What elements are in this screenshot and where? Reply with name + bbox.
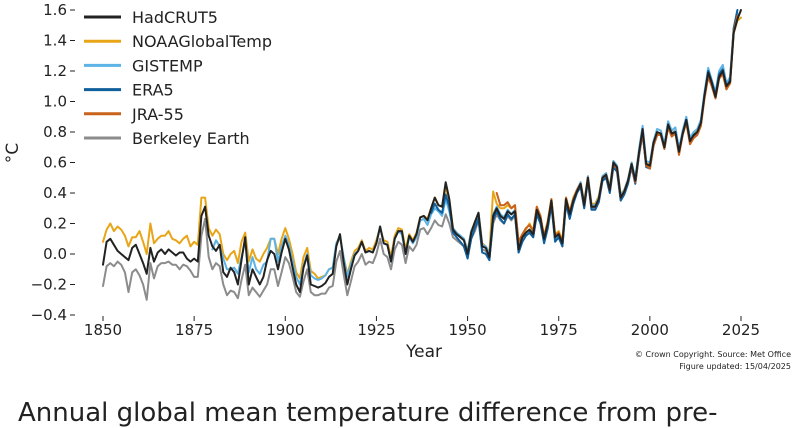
y-tick-label: 0.0	[43, 245, 67, 263]
y-tick-label: 0.8	[43, 123, 67, 141]
legend-label: HadCRUT5	[132, 8, 218, 27]
series-line-gistemp	[211, 12, 739, 286]
series-line-hadcrut5	[102, 9, 742, 294]
x-tick-label: 1850	[84, 321, 122, 339]
x-tick-label: 1900	[266, 321, 304, 339]
temperature-chart: 1850 1875 1900 1925 1950 1975 2000 2025 −0.4 −0.2…	[3, 1, 791, 371]
y-axis-label: °C	[3, 143, 23, 163]
legend-label: ERA5	[132, 81, 174, 100]
legend-label: NOAAGlobalTemp	[132, 32, 272, 51]
legend-label: JRA-55	[131, 105, 184, 124]
x-tick-label: 1875	[175, 321, 213, 339]
legend-label: Berkeley Earth	[132, 129, 250, 148]
x-tick-label: 2025	[722, 321, 760, 339]
y-tick-label: 1.6	[43, 1, 67, 19]
x-axis-label: Year	[405, 342, 442, 362]
y-tick-label: 1.2	[43, 62, 67, 80]
y-tick-label: 0.2	[43, 215, 67, 233]
figure-caption: Annual global mean temperature differenc…	[18, 398, 718, 428]
y-tick-label: 1.0	[43, 93, 67, 111]
x-tick-label: 1950	[448, 321, 486, 339]
y-tick-label: −0.4	[31, 306, 67, 324]
credit-updated: Figure updated: 15/04/2025	[679, 362, 791, 371]
series-line-jra-55	[495, 15, 739, 243]
y-tick-label: 1.4	[43, 32, 67, 50]
series-lines	[102, 9, 742, 301]
x-tick-label: 2000	[631, 321, 669, 339]
x-tick-label: 1925	[357, 321, 395, 339]
credit-source: © Crown Copyright. Source: Met Office	[635, 350, 791, 359]
y-tick-label: −0.2	[31, 276, 67, 294]
y-tick-label: 0.6	[43, 154, 67, 172]
x-tick-label: 1975	[540, 321, 578, 339]
legend: HadCRUT5 NOAAGlobalTemp GISTEMP ERA5 JRA-55 B…	[84, 8, 272, 148]
axes: 1850 1875 1900 1925 1950 1975 2000 2025 −0.4 −0.2…	[31, 1, 761, 339]
legend-label: GISTEMP	[132, 56, 203, 75]
y-tick-label: 0.4	[43, 184, 67, 202]
